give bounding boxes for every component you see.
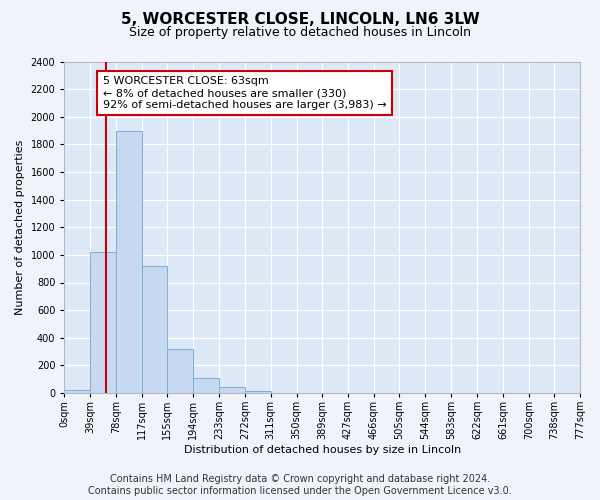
Bar (64, 390, 90, 393)
Bar (193, 378, 219, 393)
Bar (245, 390, 271, 393)
Text: Contains HM Land Registry data © Crown copyright and database right 2024.
Contai: Contains HM Land Registry data © Crown c… (88, 474, 512, 496)
Bar (90, 252, 116, 393)
Bar (167, 349, 193, 393)
Text: 5, WORCESTER CLOSE, LINCOLN, LN6 3LW: 5, WORCESTER CLOSE, LINCOLN, LN6 3LW (121, 12, 479, 28)
Bar (142, 266, 167, 393)
Bar (219, 387, 245, 393)
Text: 5 WORCESTER CLOSE: 63sqm
← 8% of detached houses are smaller (330)
92% of semi-d: 5 WORCESTER CLOSE: 63sqm ← 8% of detache… (103, 76, 386, 110)
Text: Size of property relative to detached houses in Lincoln: Size of property relative to detached ho… (129, 26, 471, 39)
Y-axis label: Number of detached properties: Number of detached properties (15, 140, 25, 315)
Bar (116, 130, 142, 393)
X-axis label: Distribution of detached houses by size in Lincoln: Distribution of detached houses by size … (184, 445, 461, 455)
